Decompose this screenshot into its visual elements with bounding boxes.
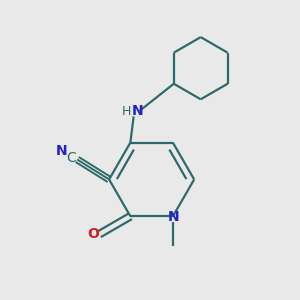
Text: N: N — [168, 210, 179, 224]
Text: N: N — [56, 144, 67, 158]
Text: O: O — [87, 227, 99, 241]
Text: N: N — [132, 104, 143, 118]
Text: H: H — [122, 105, 131, 118]
Text: C: C — [66, 151, 76, 165]
